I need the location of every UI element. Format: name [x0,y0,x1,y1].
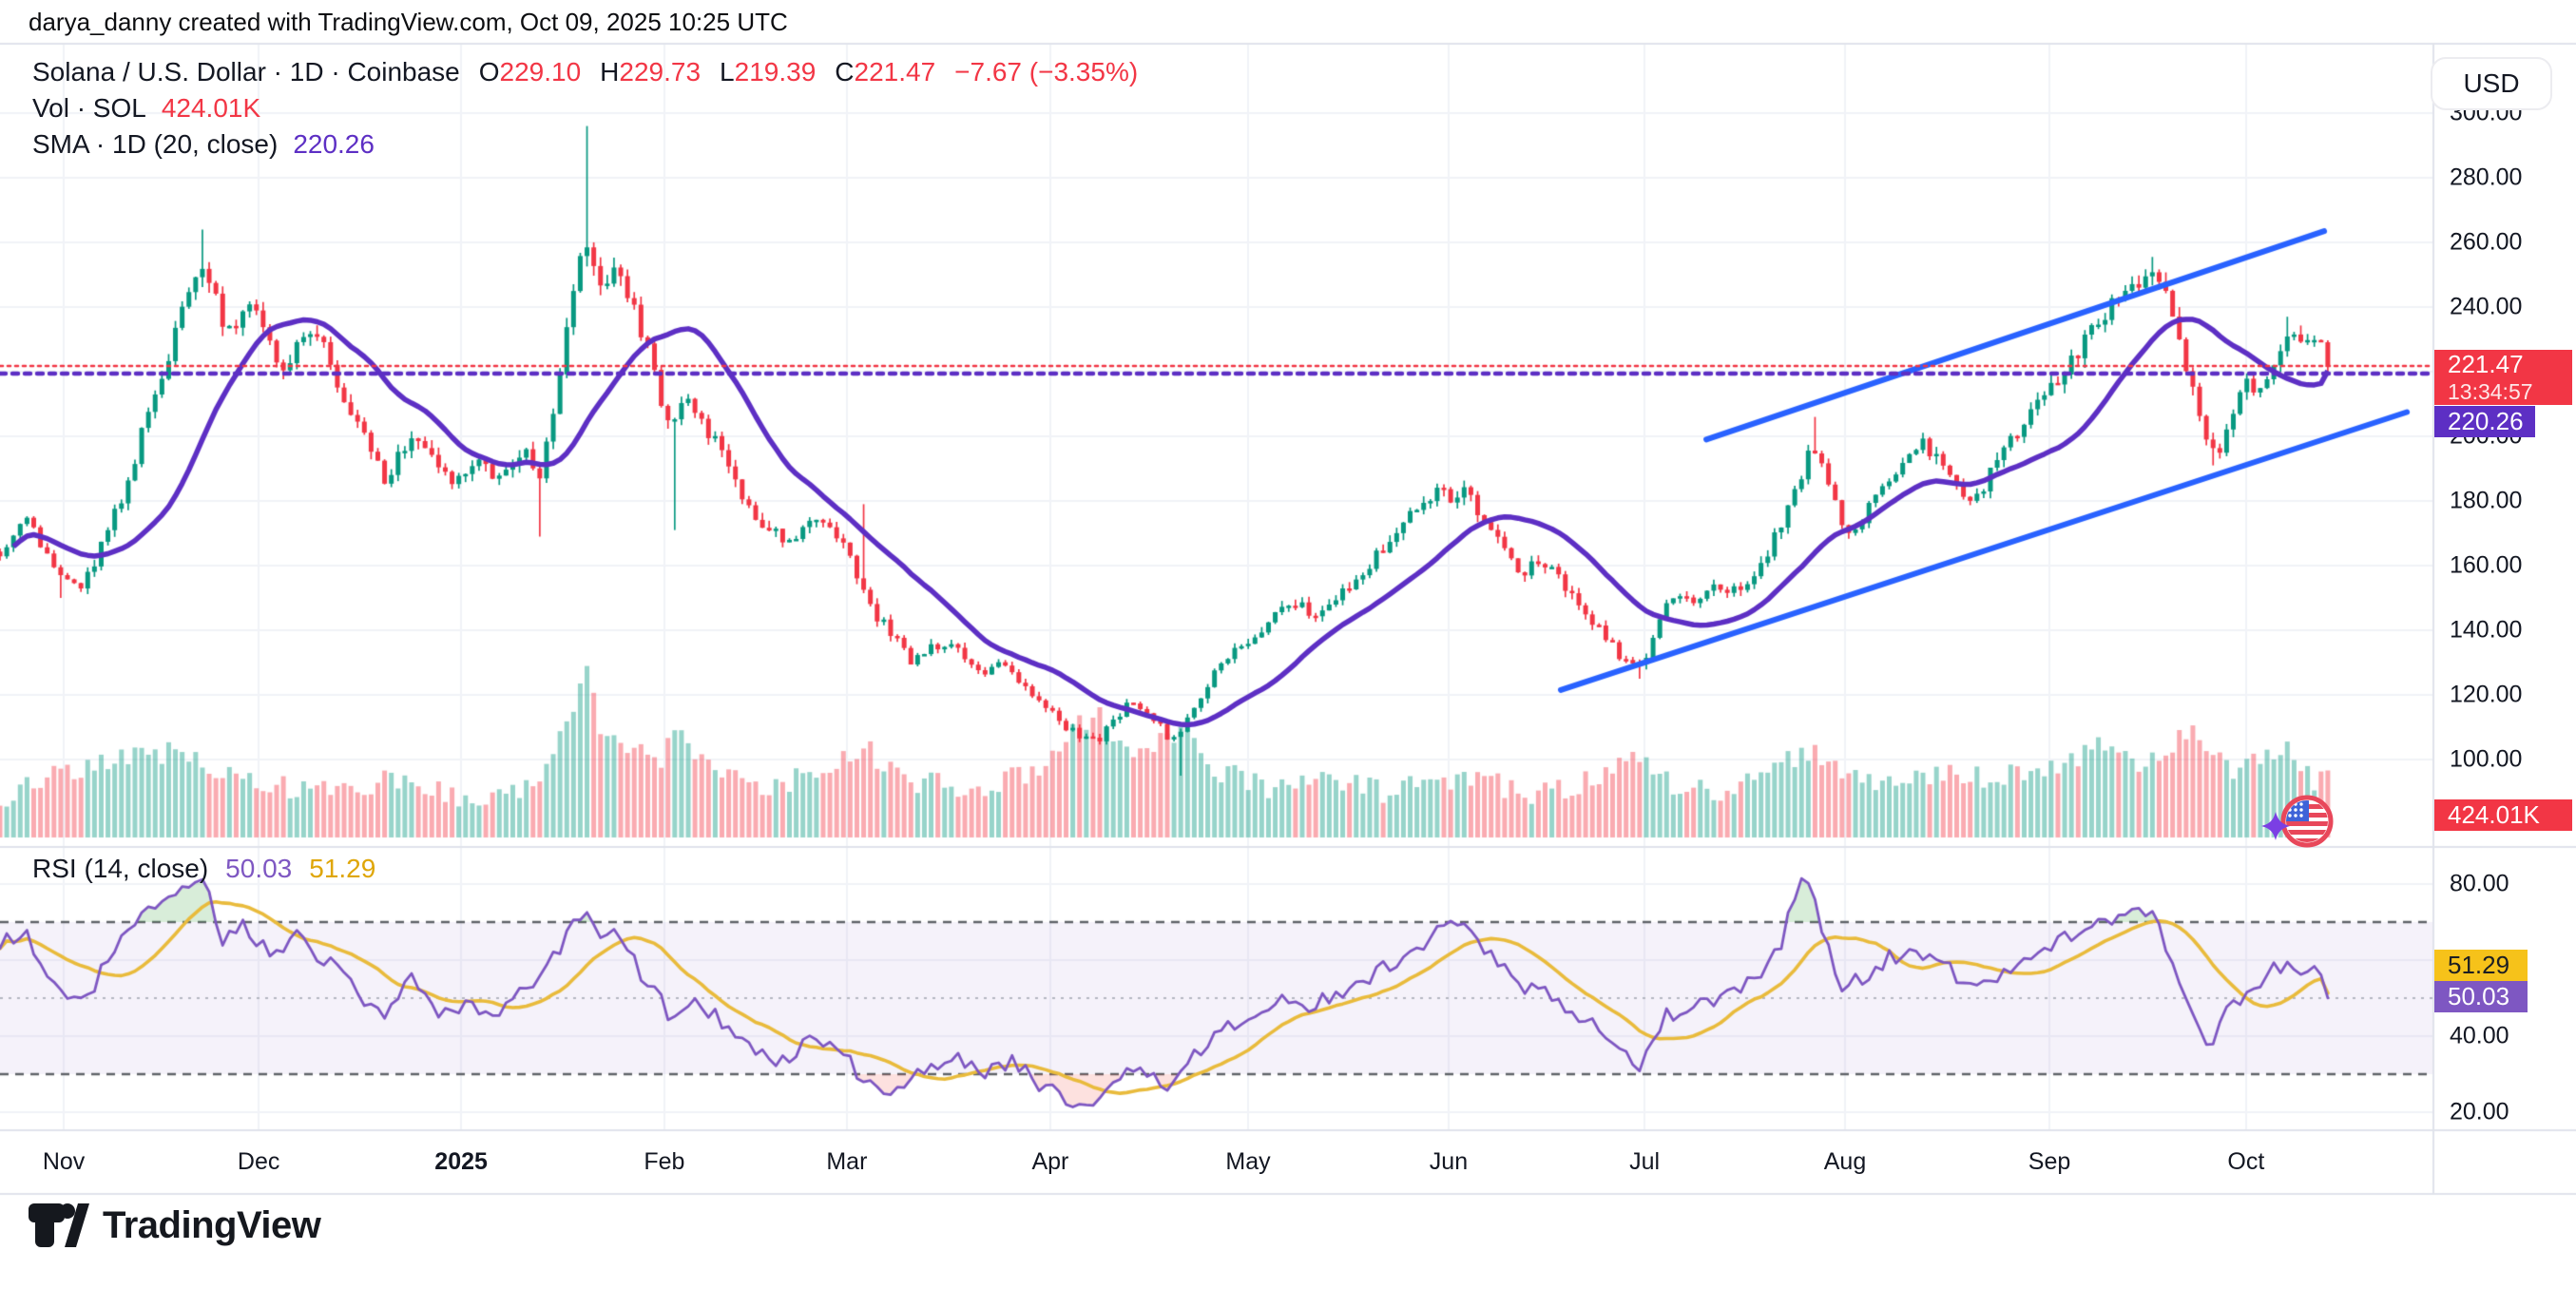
bar-countdown: 13:34:57 [2448,379,2533,404]
time-axis-label: Nov [42,1148,86,1175]
price-change: −7.67 (−3.35%) [954,57,1139,87]
ohlc-low: L219.39 [720,57,817,87]
price-axis-tick: 140.00 [2450,616,2523,644]
symbol-row[interactable]: Solana / U.S. Dollar · 1D · Coinbase O22… [32,57,1138,93]
ohlc-close: C221.47 [835,57,936,87]
last-price-value: 221.47 [2448,350,2524,378]
time-axis[interactable]: Nov Dec 2025 Feb Mar Apr May Jun Jul Aug Sep Oct [0,1131,2433,1194]
sma-label: SMA · 1D (20, close) [32,129,279,159]
rsi-legend-row[interactable]: RSI (14, close) 50.03 51.29 [32,854,375,884]
us-flag-icon [2280,795,2334,848]
volume-label: Vol · SOL [32,93,146,123]
price-axis-tick: 120.00 [2450,681,2523,708]
volume-value: 424.01K [161,93,261,123]
chart-legend: Solana / U.S. Dollar · 1D · Coinbase O22… [32,57,1138,165]
rsi-axis-tick: 20.00 [2450,1098,2509,1125]
rsi-badge: 50.03 [2434,981,2528,1012]
currency-toggle-button[interactable]: USD [2431,57,2552,110]
symbol-title[interactable]: Solana / U.S. Dollar · 1D · Coinbase [32,57,460,87]
ohlc-open: O229.10 [478,57,582,87]
tradingview-wordmark: TradingView [103,1203,321,1246]
sparkle-icon [2261,812,2290,840]
time-axis-label: Mar [826,1148,868,1175]
time-axis-label: Feb [644,1148,685,1175]
price-axis[interactable]: 300.00280.00260.00240.00200.00180.00160.… [2434,45,2576,1194]
time-axis-label: May [1225,1148,1271,1175]
attribution-text: darya_danny created with TradingView.com… [29,8,788,36]
price-axis-tick: 180.00 [2450,487,2523,514]
price-axis-tick: 280.00 [2450,164,2523,191]
sma-row[interactable]: SMA · 1D (20, close) 220.26 [32,129,1138,165]
rsi-title: RSI (14, close) [32,854,209,883]
price-axis-tick: 160.00 [2450,551,2523,579]
tradingview-logo[interactable]: TradingView [29,1203,321,1247]
time-axis-label: Oct [2227,1148,2265,1175]
rsi-axis-tick: 40.00 [2450,1022,2509,1049]
price-axis-tick: 260.00 [2450,228,2523,256]
rsi-value: 50.03 [225,854,293,883]
time-axis-label: Dec [237,1148,280,1175]
flag-marker[interactable] [2260,791,2365,872]
volume-row[interactable]: Vol · SOL 424.01K [32,93,1138,129]
rsi-axis-tick: 80.00 [2450,870,2509,897]
price-axis-tick: 240.00 [2450,293,2523,320]
price-axis-tick: 100.00 [2450,745,2523,773]
sma-price-badge: 220.26 [2434,406,2535,437]
time-axis-label: 2025 [434,1148,488,1175]
time-axis-label: Sep [2028,1148,2071,1175]
last-price-badge: 221.47 13:34:57 [2434,350,2572,405]
rsi-ma-badge: 51.29 [2434,950,2528,981]
time-axis-label: Apr [1031,1148,1069,1175]
time-axis-label: Jul [1629,1148,1661,1175]
time-axis-label: Aug [1823,1148,1867,1175]
sma-value: 220.26 [293,129,375,159]
ohlc-high: H229.73 [600,57,702,87]
rsi-ma-value: 51.29 [309,854,376,883]
tradingview-logo-icon [29,1203,89,1247]
volume-badge: 424.01K [2434,799,2572,831]
time-axis-label: Jun [1429,1148,1469,1175]
